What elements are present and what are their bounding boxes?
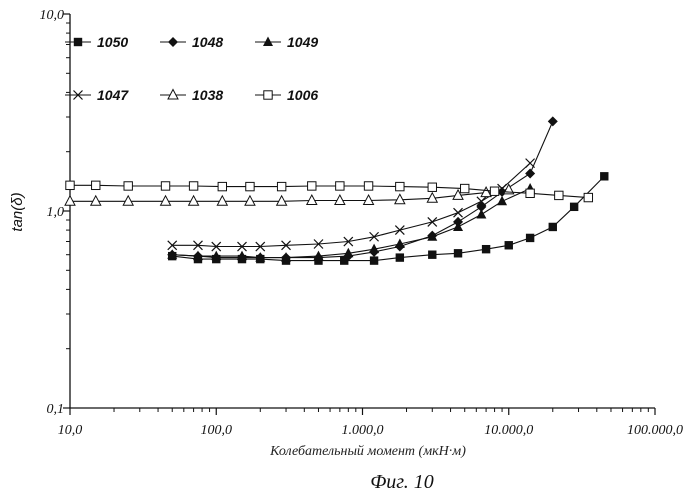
data-point [161,196,171,206]
data-point [246,182,254,190]
legend-item-1006: 1006 [255,87,318,103]
data-point [91,196,101,206]
legend-item-1038: 1038 [160,87,223,103]
data-point [395,194,405,204]
data-point [277,196,287,206]
series-line [172,189,530,258]
legend-item-1049: 1049 [255,34,318,50]
data-point [428,183,436,191]
data-point [364,182,372,190]
series-line [172,176,604,260]
data-point [526,189,534,197]
legend-label: 1048 [192,34,223,50]
data-point [549,223,557,231]
data-point [168,90,178,100]
figure-caption: Фиг. 10 [370,471,434,493]
data-point [454,249,462,257]
data-point [600,172,608,180]
data-point [168,37,178,47]
x-tick-label: 10,0 [58,423,83,438]
x-tick-label: 100,0 [201,423,233,438]
data-point [189,182,197,190]
legend-label: 1050 [97,34,128,50]
data-point [218,182,226,190]
data-point [428,217,437,226]
y-tick-label: 1,0 [47,205,65,220]
data-point [264,91,272,99]
legend-label: 1047 [97,87,129,103]
data-point [370,232,379,241]
data-point [189,196,199,206]
y-tick-label: 10,0 [40,8,65,23]
data-point [66,181,74,189]
data-point [396,253,404,261]
data-point [570,203,578,211]
series-layer [65,116,608,264]
data-point [307,195,317,205]
data-point [548,116,558,126]
legend-item-1048: 1048 [160,34,223,50]
data-point [526,159,535,168]
data-point [395,226,404,235]
data-point [277,182,285,190]
data-point [217,196,227,206]
data-point [476,209,486,219]
legend-label: 1038 [192,87,223,103]
tick-labels: 10,0 100,0 1.000,0 10.000,0 100.000,0 0,1 1,0 1… [40,8,684,438]
data-point [396,182,404,190]
data-point [123,196,133,206]
legend-item-1050: 1050 [65,34,128,50]
legend-label: 1006 [287,87,318,103]
data-point [490,187,498,195]
data-point [526,234,534,242]
y-axis-label: tan(δ) [9,192,26,231]
legend: 1050 1048 1049 1047 1038 1006 [65,34,318,103]
data-point [124,182,132,190]
data-point [245,196,255,206]
data-point [454,208,463,217]
data-point [263,37,273,47]
data-point [428,251,436,259]
y-tick-label: 0,1 [47,402,65,417]
x-tick-label: 1.000,0 [342,423,384,438]
data-point [65,196,75,206]
series-line [70,190,509,201]
data-point [497,196,507,206]
data-point [461,184,469,192]
legend-label: 1049 [287,34,318,50]
data-point [370,256,378,264]
data-point [336,182,344,190]
x-tick-label: 100.000,0 [627,423,683,438]
data-point [308,182,316,190]
data-point [482,245,490,253]
data-point [74,38,82,46]
data-point [584,193,592,201]
data-point [92,181,100,189]
data-point [335,195,345,205]
x-tick-label: 10.000,0 [484,423,533,438]
data-point [364,195,374,205]
data-point [525,169,535,179]
data-point [505,241,513,249]
x-axis-label: Колебательный момент (мкН·м) [269,444,466,459]
legend-item-1047: 1047 [65,87,129,103]
data-point [161,182,169,190]
data-point [555,191,563,199]
